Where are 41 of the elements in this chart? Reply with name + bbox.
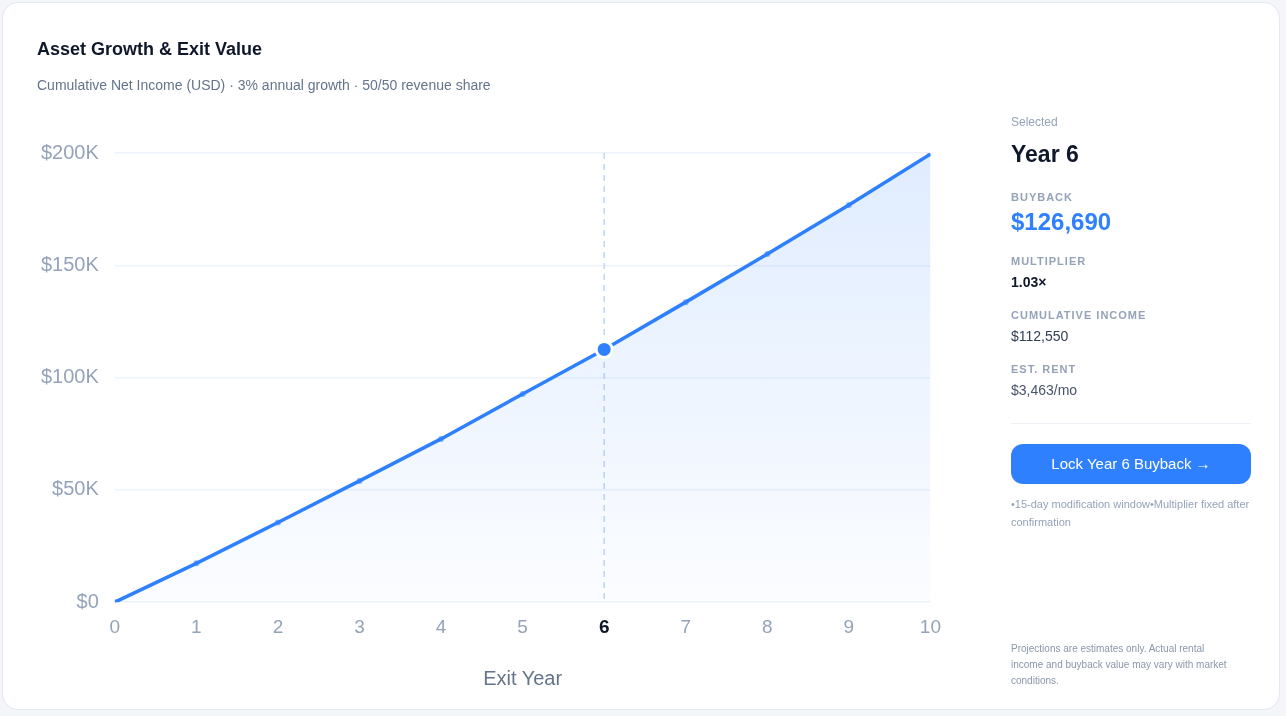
x-tick-label: 7 <box>680 615 692 637</box>
text: $3,463/mo <box>1011 382 1079 399</box>
text: •15-day modification window•Multiplier fixed after confirmation <box>1011 496 1251 530</box>
text: BUYBACK <box>1011 190 1074 205</box>
y-tick-label: $100K <box>40 365 100 388</box>
x-tick-label: 8 <box>762 615 773 637</box>
text: Projections are estimates only. Actual rental income and buyback value may vary with market conditions. <box>1011 642 1228 688</box>
point <box>438 435 445 442</box>
text: Year 6 <box>1011 141 1080 169</box>
text: Selected <box>1011 115 1059 130</box>
x-tick-label: 9 <box>843 615 855 637</box>
text: EST. RENT <box>1011 362 1078 377</box>
text: CUMULATIVE INCOME <box>1011 308 1148 323</box>
x-tick-label: 10 <box>919 615 941 637</box>
x-tick-label: 4 <box>435 615 447 637</box>
x-tick-label: 6 <box>598 615 610 637</box>
y-tick-label: $150K <box>40 252 100 275</box>
point <box>193 560 200 567</box>
x-axis-title: Exit Year <box>483 666 563 689</box>
x-tick-label: 3 <box>354 615 365 637</box>
point <box>519 391 526 397</box>
text: MULTIPLIER <box>1011 254 1088 269</box>
y-tick-label: $50K <box>52 477 100 500</box>
point <box>274 519 281 526</box>
text: $112,550 <box>1011 328 1070 345</box>
point <box>845 202 852 209</box>
point <box>594 339 614 359</box>
x-tick-label: 5 <box>517 615 528 637</box>
x-tick-label: 2 <box>272 615 284 637</box>
y-tick-label: $200K <box>40 140 100 163</box>
text: 1.03× <box>1011 274 1048 291</box>
point <box>356 477 363 484</box>
chart-title: Asset Growth & Exit Value <box>37 39 263 60</box>
y-tick-label: $0 <box>76 589 99 612</box>
point <box>764 251 771 258</box>
chart-subtitle: Cumulative Net Income (USD) · 3% annual growth · 50/50 revenue share <box>37 77 491 93</box>
text: $126,690 <box>1011 208 1113 237</box>
text: Lock Year 6 Buyback → <box>1011 443 1251 484</box>
x-tick-label: 1 <box>191 615 202 637</box>
x-tick-label: 0 <box>109 615 121 637</box>
point <box>682 299 689 306</box>
